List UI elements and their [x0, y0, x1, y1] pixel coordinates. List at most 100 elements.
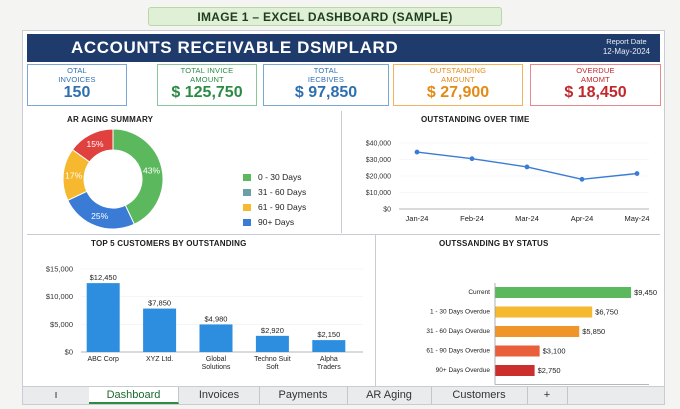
y-tick-label: $10,000 [46, 292, 73, 301]
line-point [414, 149, 420, 155]
donut-slice [112, 128, 164, 225]
status-bar [495, 365, 535, 376]
x-tick-label: Jan-24 [406, 214, 429, 223]
report-date-label: Report Date [606, 37, 647, 46]
status-label: 61 - 90 Days Overdue [426, 348, 490, 355]
x-tick-label: Feb-24 [460, 214, 484, 223]
customer-bar-label: $2,150 [317, 330, 340, 339]
top-customers-title: TOP 5 CUSTOMERS BY OUTSTANDING [91, 239, 247, 248]
donut-slice [71, 128, 114, 163]
y-tick-label: $40,000 [366, 141, 391, 148]
sheet-tab[interactable]: ı [23, 387, 90, 404]
x-tick-label: Mar-24 [515, 214, 539, 223]
dashboard-title: ACCOUNTS RECEIVABLE DSMPLARD [71, 38, 399, 57]
status-bar-label: $6,750 [595, 308, 618, 317]
status-bar-label: $5,850 [582, 327, 605, 336]
donut-slice-label: 43% [143, 165, 160, 175]
legend-swatch [243, 189, 251, 196]
status-label: 31 - 60 Days Overdue [426, 328, 490, 335]
kpi-card: OUTSTANDING AMOUNT $ 27,900 [393, 64, 523, 106]
aging-title: AR AGING SUMMARY [67, 115, 154, 124]
customer-bar [143, 308, 177, 352]
sheet-tab[interactable]: Invoices [179, 387, 260, 404]
legend-label: 0 - 30 Days [258, 172, 301, 182]
donut-slice-label: 15% [87, 139, 104, 149]
line-point [524, 164, 530, 170]
y-tick-label: $5,000 [50, 320, 73, 329]
y-tick-label: $15,000 [46, 265, 73, 274]
kpi-label: TOTAL INVICE AMOUNT [158, 66, 256, 84]
status-bar [495, 306, 593, 318]
report-date: Report Date 12-May-2024 [603, 37, 650, 57]
kpi-label-line: OVERDUE [576, 66, 615, 75]
kpi-card: OVERDUE AMOMT $ 18,450 [530, 64, 661, 106]
legend-label: 61 - 90 Days [258, 202, 306, 212]
kpi-label-line: OTAL [67, 66, 87, 75]
customer-bar [199, 324, 233, 352]
customer-name: Solutions [202, 364, 231, 371]
kpi-value: $ 125,750 [171, 84, 243, 101]
by-status-title: OUTSSANDING BY STATUS [439, 239, 549, 248]
sheet-tabs: ı Dashboard Invoices Payments AR Aging Custom… [22, 387, 665, 405]
dashboard-header: ACCOUNTS RECEIVABLE DSMPLARD Report Date… [27, 34, 660, 62]
outstanding-time-title: OUTSTANDING OVER TIME [421, 115, 530, 124]
kpi-value: 150 [63, 84, 91, 101]
add-sheet-button[interactable]: + [527, 387, 568, 404]
legend-label: 90+ Days [258, 217, 294, 227]
status-bar [495, 326, 580, 337]
x-tick-label: Apr-24 [571, 214, 594, 223]
customer-name: Soft [266, 364, 279, 371]
kpi-label-line: AMOUNT [441, 74, 475, 84]
kpi-label-line: INVOICES [58, 74, 96, 84]
legend-swatch [243, 174, 251, 181]
y-tick-label: $10,000 [366, 190, 391, 197]
customer-bar [312, 340, 346, 352]
customer-bar-label: $2,920 [261, 326, 284, 335]
top-customers-bar-chart: $15,000 $10,000 $5,000 $0 $12,450 ABC Corp $7,… [46, 265, 363, 371]
report-date-value: 12-May-2024 [602, 47, 650, 56]
donut-slice-label: 25% [91, 211, 108, 221]
line-point [469, 156, 475, 162]
outstanding-line-chart: $40,000 $30,000 $20,000 $10,000 $0 Jan-24 Feb-… [366, 141, 650, 224]
kpi-card: TOTAL INVICE AMOUNT $ 125,750 [157, 64, 257, 106]
sheet-tab[interactable]: Dashboard [89, 387, 179, 404]
y-tick-label: $0 [383, 207, 391, 214]
customer-name: Global [206, 356, 227, 363]
customer-bar [255, 335, 289, 352]
kpi-label: OUTSTANDING AMOUNT [394, 66, 522, 84]
status-label: Current [468, 289, 490, 296]
image-label: IMAGE 1 – EXCEL DASHBOARD (SAMPLE) [148, 7, 502, 26]
y-tick-label: $20,000 [366, 174, 391, 181]
customer-bar-label: $7,850 [148, 299, 171, 308]
kpi-card: OTAL INVOICES 150 [27, 64, 127, 106]
kpi-label-line: IECBIVES [307, 74, 345, 84]
kpi-label-line: OUTSTANDING [429, 66, 487, 75]
customer-bar [86, 283, 120, 352]
kpi-label-line: TOTAL [313, 66, 339, 75]
donut-slice-label: 17% [65, 170, 82, 180]
status-bar-label: $3,100 [543, 347, 566, 356]
status-label: 1 - 30 Days Overdue [430, 309, 490, 316]
kpi-label-line: AMOMT [581, 74, 610, 84]
legend-swatch [243, 204, 251, 211]
customer-name: Traders [317, 364, 341, 371]
status-bar [495, 287, 632, 298]
kpi-value: $ 18,450 [564, 84, 627, 101]
kpi-value: $ 97,850 [294, 84, 358, 101]
y-tick-label: $0 [65, 348, 73, 357]
kpi-value: $ 27,900 [426, 84, 490, 101]
dashboard-sheet: ACCOUNTS RECEIVABLE DSMPLARD Report Date… [22, 30, 665, 387]
sheet-tab[interactable]: Payments [259, 387, 348, 404]
status-label: 90+ Days Overdue [436, 367, 491, 374]
customer-name: ABC Corp [87, 356, 119, 363]
customer-name: Techno Suit [254, 356, 291, 363]
sheet-tab[interactable]: Customers [431, 387, 528, 404]
kpi-label: TOTAL IECBIVES [264, 66, 388, 84]
sheet-tab[interactable]: AR Aging [347, 387, 432, 404]
y-tick-label: $30,000 [366, 157, 391, 164]
x-tick-label: May-24 [624, 214, 649, 223]
kpi-label-line: TOTAL INVICE [180, 66, 234, 75]
customer-bar-label: $12,450 [90, 273, 117, 282]
kpi-label: OVERDUE AMOMT [531, 66, 660, 84]
customer-bar-label: $4,980 [205, 314, 228, 323]
